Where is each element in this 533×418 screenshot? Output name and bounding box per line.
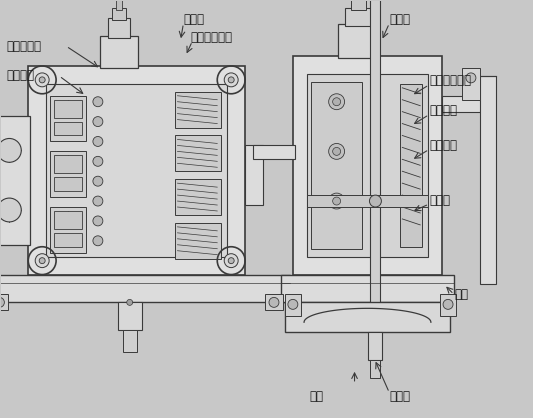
Circle shape bbox=[28, 247, 56, 275]
Text: 微型开关底座: 微型开关底座 bbox=[429, 74, 471, 87]
Circle shape bbox=[0, 198, 21, 222]
Text: 设定轴: 设定轴 bbox=[183, 13, 205, 26]
Bar bbox=[123, 330, 136, 352]
Bar bbox=[370, 0, 381, 334]
Bar bbox=[480, 76, 496, 285]
Text: 受压部: 受压部 bbox=[389, 390, 410, 403]
Text: 设定轴用盖: 设定轴用盖 bbox=[6, 40, 42, 53]
Bar bbox=[0, 116, 30, 245]
Circle shape bbox=[93, 196, 103, 206]
Circle shape bbox=[39, 77, 45, 83]
Circle shape bbox=[217, 66, 245, 94]
Circle shape bbox=[228, 77, 234, 83]
Circle shape bbox=[127, 299, 133, 306]
Bar bbox=[245, 145, 263, 205]
Bar bbox=[253, 145, 295, 159]
Circle shape bbox=[28, 66, 56, 94]
Circle shape bbox=[93, 97, 103, 107]
Bar bbox=[175, 92, 221, 127]
Bar bbox=[50, 207, 86, 253]
Circle shape bbox=[228, 257, 234, 264]
Text: 设定弹簧: 设定弹簧 bbox=[429, 139, 457, 152]
Bar bbox=[0, 294, 9, 310]
Bar bbox=[351, 0, 367, 10]
Bar bbox=[307, 195, 428, 207]
Circle shape bbox=[224, 73, 238, 87]
Bar bbox=[0, 275, 290, 302]
Bar bbox=[50, 151, 86, 197]
Bar bbox=[54, 177, 82, 191]
Bar bbox=[108, 18, 130, 38]
Bar bbox=[118, 302, 142, 330]
Circle shape bbox=[369, 195, 382, 207]
Bar bbox=[54, 211, 82, 229]
Bar bbox=[54, 233, 82, 247]
Bar bbox=[112, 8, 126, 20]
Bar bbox=[46, 84, 227, 257]
Circle shape bbox=[93, 176, 103, 186]
Bar bbox=[175, 179, 221, 215]
Bar bbox=[293, 56, 442, 275]
Circle shape bbox=[0, 298, 4, 307]
Bar bbox=[345, 8, 373, 26]
Circle shape bbox=[224, 254, 238, 268]
Circle shape bbox=[466, 73, 476, 83]
Circle shape bbox=[443, 299, 453, 309]
Circle shape bbox=[93, 137, 103, 146]
Bar bbox=[307, 74, 428, 257]
Bar bbox=[285, 294, 301, 316]
Circle shape bbox=[333, 98, 341, 106]
Circle shape bbox=[39, 257, 45, 264]
Circle shape bbox=[329, 94, 345, 110]
Circle shape bbox=[217, 247, 245, 275]
Circle shape bbox=[35, 254, 49, 268]
Text: 导杆: 导杆 bbox=[454, 288, 468, 301]
Bar bbox=[285, 302, 450, 332]
Text: 设定轴: 设定轴 bbox=[389, 13, 410, 26]
Bar bbox=[311, 82, 362, 249]
Bar bbox=[54, 100, 82, 117]
Circle shape bbox=[93, 236, 103, 246]
Bar bbox=[265, 294, 283, 310]
Circle shape bbox=[93, 216, 103, 226]
Circle shape bbox=[269, 298, 279, 307]
Bar bbox=[400, 84, 422, 247]
Text: 微型开关: 微型开关 bbox=[6, 69, 34, 82]
Circle shape bbox=[0, 138, 21, 162]
Bar bbox=[175, 223, 221, 259]
Bar bbox=[50, 96, 86, 141]
Bar bbox=[368, 332, 382, 360]
Bar bbox=[462, 68, 480, 100]
Text: 微型开关: 微型开关 bbox=[429, 104, 457, 117]
Circle shape bbox=[288, 299, 298, 309]
Text: 设定锁用螺母: 设定锁用螺母 bbox=[190, 31, 232, 43]
Bar bbox=[28, 66, 245, 275]
Bar bbox=[440, 294, 456, 316]
Circle shape bbox=[93, 117, 103, 127]
Bar bbox=[175, 135, 221, 171]
Circle shape bbox=[333, 197, 341, 205]
Bar bbox=[100, 36, 138, 68]
Text: 压力: 压力 bbox=[310, 390, 324, 403]
Circle shape bbox=[35, 73, 49, 87]
Circle shape bbox=[329, 193, 345, 209]
Bar bbox=[54, 122, 82, 135]
Bar bbox=[370, 360, 381, 378]
Bar bbox=[54, 155, 82, 173]
Text: 控制杆: 控制杆 bbox=[429, 194, 450, 206]
Bar bbox=[442, 96, 494, 112]
Bar bbox=[281, 275, 454, 302]
Bar bbox=[116, 0, 122, 10]
Bar bbox=[337, 24, 379, 58]
Circle shape bbox=[93, 156, 103, 166]
Circle shape bbox=[329, 143, 345, 159]
Circle shape bbox=[333, 148, 341, 155]
